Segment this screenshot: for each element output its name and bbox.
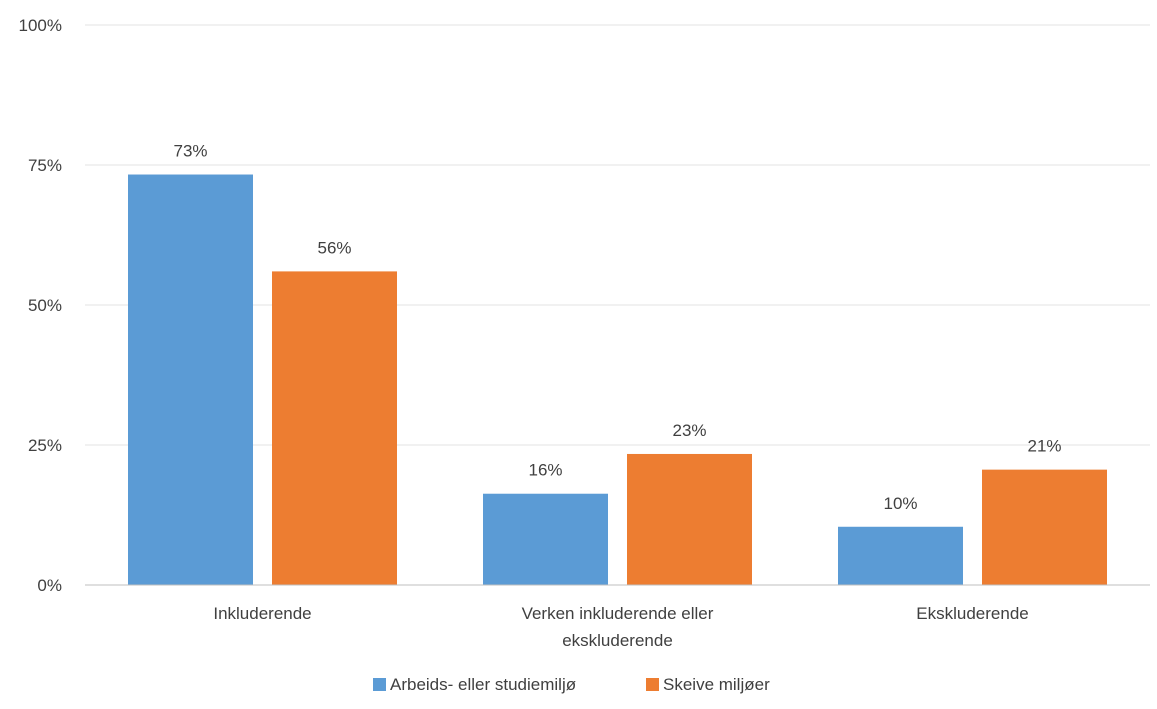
legend-swatch xyxy=(646,678,659,691)
legend-swatch xyxy=(373,678,386,691)
x-tick-label: ekskluderende xyxy=(562,631,673,650)
y-axis: 0% 25% 50% 75% 100% xyxy=(19,16,62,595)
y-tick-label: 50% xyxy=(28,296,62,315)
x-tick-label: Ekskluderende xyxy=(916,604,1028,623)
y-tick-label: 25% xyxy=(28,436,62,455)
bars: 73% 56% 16% 23% 10% 21% xyxy=(128,142,1107,585)
data-label: 16% xyxy=(528,461,562,480)
legend: Arbeids- eller studiemiljø Skeive miljøer xyxy=(373,675,770,694)
x-tick-label: Inkluderende xyxy=(213,604,311,623)
legend-label: Skeive miljøer xyxy=(663,675,770,694)
data-label: 21% xyxy=(1027,437,1061,456)
bar xyxy=(838,526,963,585)
x-tick-label: Verken inkluderende eller xyxy=(522,604,714,623)
x-axis: Inkluderende Verken inkluderende eller eks… xyxy=(85,584,1150,650)
y-tick-label: 100% xyxy=(19,16,62,35)
bar xyxy=(128,174,253,585)
y-tick-label: 75% xyxy=(28,156,62,175)
bar xyxy=(627,453,752,585)
bar xyxy=(272,271,397,585)
bar xyxy=(483,493,608,585)
data-label: 73% xyxy=(173,142,207,161)
data-label: 56% xyxy=(317,238,351,257)
data-label: 10% xyxy=(883,494,917,513)
gridlines xyxy=(85,24,1150,446)
legend-label: Arbeids- eller studiemiljø xyxy=(390,675,576,694)
data-label: 23% xyxy=(672,421,706,440)
bar xyxy=(982,469,1107,585)
y-tick-label: 0% xyxy=(37,576,62,595)
